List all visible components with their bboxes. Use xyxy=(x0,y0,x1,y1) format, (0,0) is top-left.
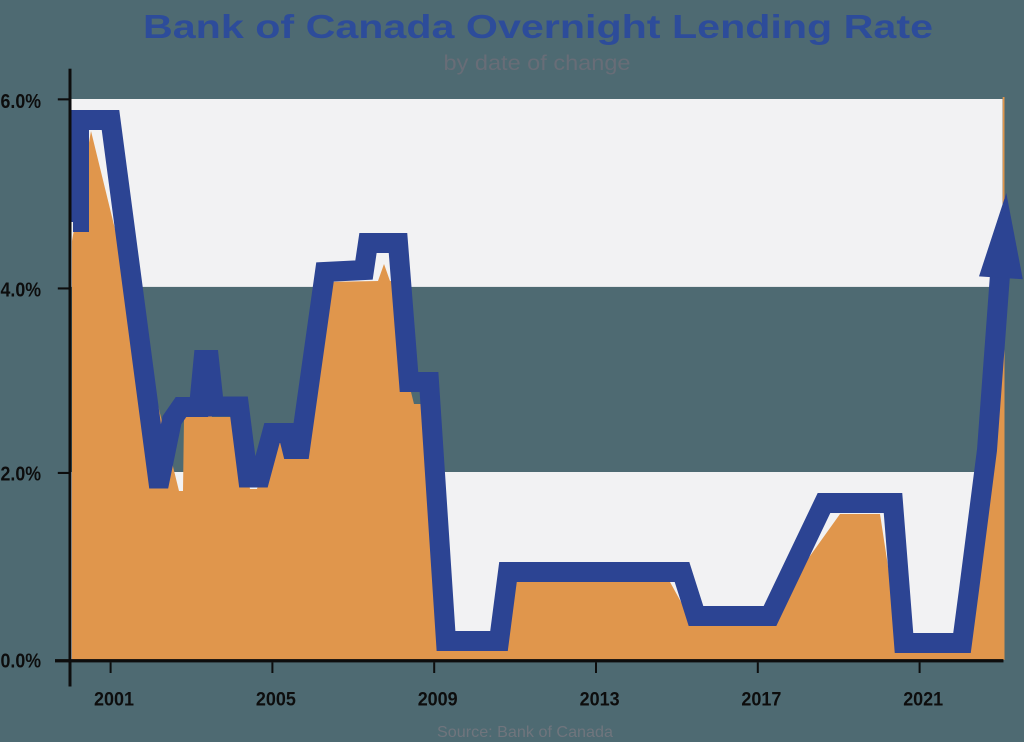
svg-text:2005: 2005 xyxy=(256,690,296,711)
svg-text:2021: 2021 xyxy=(903,690,943,711)
svg-text:4.0%: 4.0% xyxy=(1,279,42,302)
svg-text:Bank of Canada Overnight Lendi: Bank of Canada Overnight Lending Rate xyxy=(143,8,933,45)
svg-text:6.0%: 6.0% xyxy=(1,90,42,113)
svg-text:2013: 2013 xyxy=(580,690,620,711)
svg-text:by date of change: by date of change xyxy=(444,52,631,75)
svg-text:2001: 2001 xyxy=(94,690,134,711)
svg-text:2.0%: 2.0% xyxy=(1,463,42,486)
svg-text:2017: 2017 xyxy=(741,690,781,711)
svg-text:0.0%: 0.0% xyxy=(1,650,42,673)
svg-text:Source: Bank of Canada: Source: Bank of Canada xyxy=(437,724,613,741)
svg-text:2009: 2009 xyxy=(418,690,458,711)
